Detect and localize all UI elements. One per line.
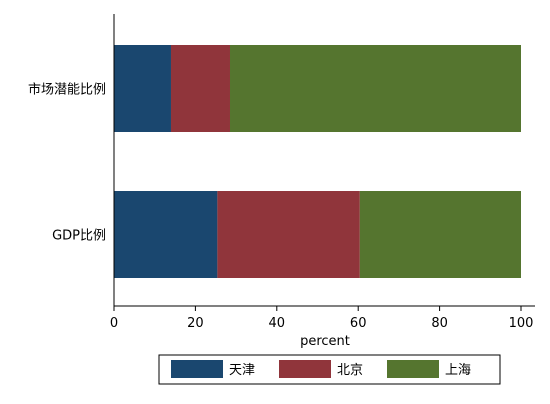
legend-label-2: 上海	[445, 363, 471, 378]
legend-label-0: 天津	[229, 363, 255, 378]
bar-segment-0-0	[114, 45, 171, 132]
x-tick-label-4: 80	[431, 316, 448, 331]
bar-segment-1-0	[114, 191, 218, 278]
legend-swatch-1	[279, 360, 331, 378]
x-tick-label-5: 100	[509, 316, 534, 331]
category-label-0: 市场潜能比例	[28, 82, 106, 98]
bar-segment-1-1	[217, 191, 360, 278]
x-tick-label-3: 60	[350, 316, 367, 331]
legend-swatch-2	[387, 360, 439, 378]
legend: 天津 北京 上海	[158, 354, 501, 385]
y-labels-layer: 市场潜能比例 GDP比例	[28, 82, 106, 244]
x-tick-label-0: 0	[110, 316, 118, 331]
legend-swatch-0	[171, 360, 223, 378]
bar-segment-0-1	[170, 45, 230, 132]
x-tick-label-1: 20	[187, 316, 204, 331]
bars-layer	[114, 45, 521, 278]
x-ticks-layer: 0 20 40 60 80 100	[110, 306, 534, 331]
legend-label-1: 北京	[337, 363, 363, 378]
x-tick-label-2: 40	[269, 316, 286, 331]
category-label-1: GDP比例	[52, 229, 106, 244]
bar-segment-0-2	[229, 45, 521, 132]
x-axis-title: percent	[300, 334, 350, 349]
bar-segment-1-2	[359, 191, 521, 278]
